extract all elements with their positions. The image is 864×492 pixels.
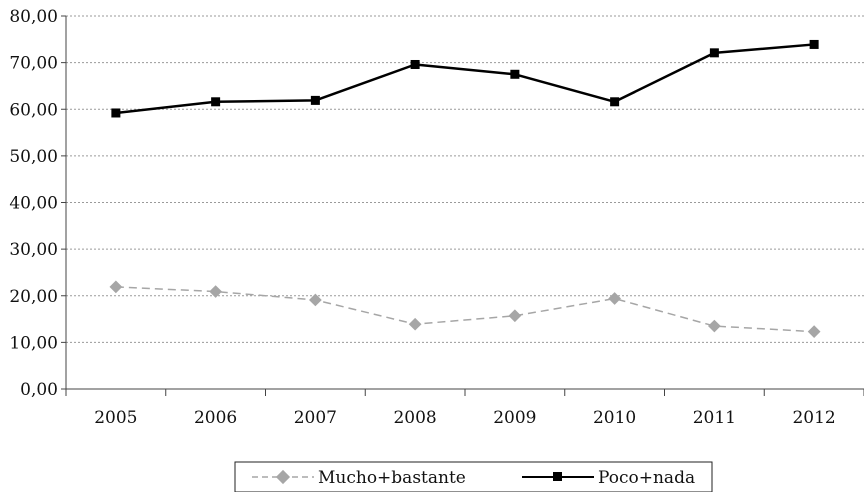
data-point-mucho-bastante: [608, 292, 621, 305]
axes: [65, 16, 864, 390]
data-point-mucho-bastante: [408, 317, 422, 331]
y-tick-label: 10,00: [9, 333, 58, 353]
data-point-poco-nada: [709, 48, 719, 58]
y-tick-label: 50,00: [9, 147, 58, 167]
data-point-poco-nada: [111, 108, 121, 118]
series-layer: [109, 39, 821, 339]
legend-label-poco-nada: Poco+nada: [598, 468, 695, 488]
data-point-poco-nada: [809, 39, 819, 49]
x-tick-label: 2012: [792, 408, 835, 428]
y-tick-label: 80,00: [9, 7, 58, 27]
legend: Mucho+bastante Poco+nada: [234, 461, 713, 492]
series-line-poco-nada: [115, 43, 815, 115]
x-tick-label: 2005: [94, 408, 137, 428]
data-point-poco-nada: [510, 69, 520, 79]
data-point-mucho-bastante: [109, 280, 123, 294]
legend-box: [234, 461, 713, 492]
data-point-mucho-bastante: [807, 325, 821, 339]
x-axis-ticks: 2005 2006 2007 2008 2009 2010 2011 2012: [65, 389, 864, 428]
gridlines: [66, 15, 864, 343]
legend-item-mucho-bastante: Mucho+bastante: [252, 468, 466, 488]
y-axis-ticks: 0,00 10,00 20,00 30,00 40,00 50,00 60,00 70,00 8…: [9, 7, 66, 400]
data-point-mucho-bastante: [708, 319, 721, 333]
legend-item-poco-nada: Poco+nada: [522, 468, 695, 488]
y-tick-label: 30,00: [9, 240, 58, 260]
legend-marker-mucho-bastante: [275, 469, 291, 485]
legend-marker-poco-nada: [553, 472, 562, 481]
data-point-poco-nada: [410, 59, 420, 69]
y-tick-label: 20,00: [9, 287, 58, 307]
data-point-mucho-bastante: [209, 285, 222, 298]
y-tick-label: 60,00: [9, 100, 58, 120]
data-point-mucho-bastante: [508, 309, 522, 323]
x-tick-label: 2007: [294, 408, 337, 428]
x-tick-label: 2009: [493, 408, 536, 428]
x-tick-label: 2008: [393, 408, 436, 428]
data-point-mucho-bastante: [309, 293, 322, 307]
x-tick-label: 2010: [593, 408, 636, 428]
data-point-poco-nada: [211, 97, 221, 107]
series-line-mucho-bastante: [115, 286, 815, 333]
y-tick-label: 0,00: [20, 380, 58, 400]
data-point-poco-nada: [310, 95, 320, 105]
y-tick-label: 70,00: [9, 54, 58, 74]
x-tick-label: 2011: [693, 408, 736, 428]
data-point-poco-nada: [610, 97, 620, 107]
legend-label-mucho-bastante: Mucho+bastante: [318, 468, 466, 488]
x-tick-label: 2006: [194, 408, 237, 428]
y-tick-label: 40,00: [9, 194, 58, 214]
